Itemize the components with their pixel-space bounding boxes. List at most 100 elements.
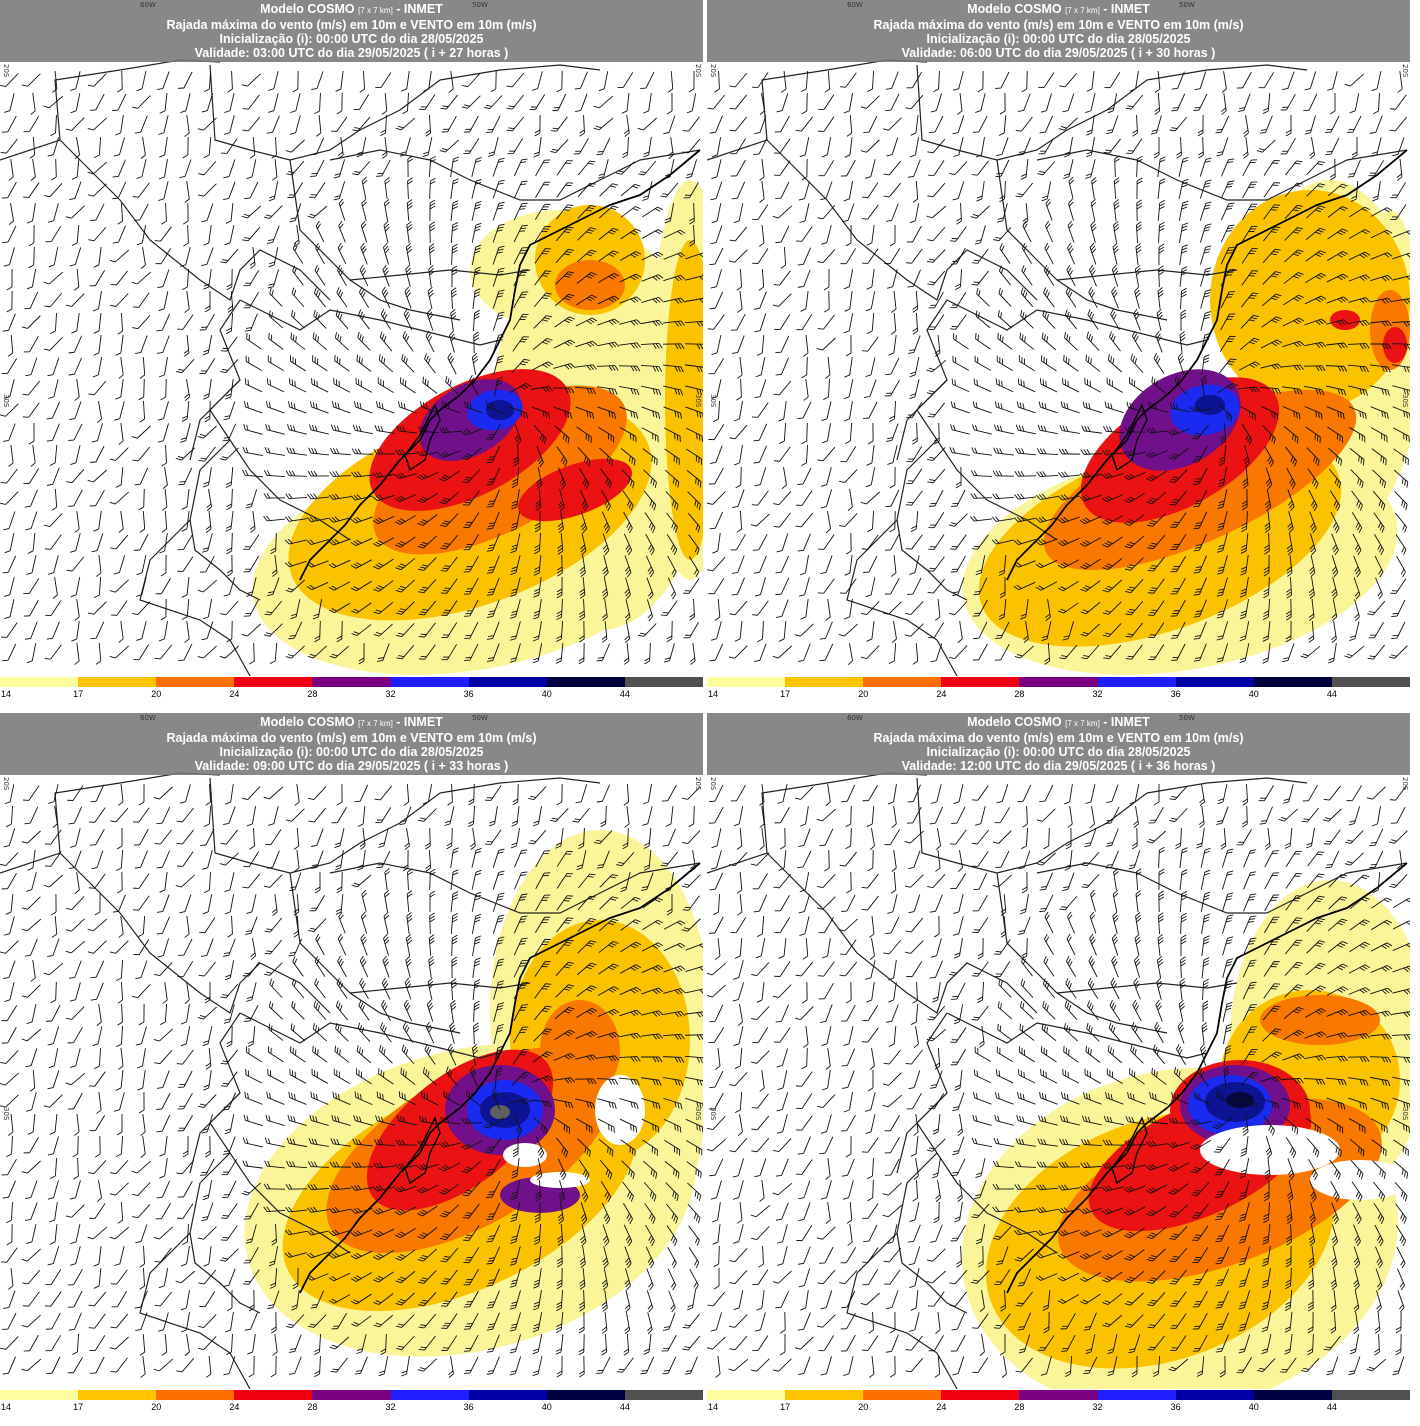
wind-barb xyxy=(450,309,457,331)
wind-barb xyxy=(448,1356,454,1378)
wind-barb xyxy=(307,205,328,219)
wind-barb xyxy=(441,600,458,616)
wind-barb xyxy=(860,139,880,153)
wind-barb xyxy=(1079,1184,1102,1192)
wind-barb xyxy=(732,960,744,980)
wind-barb xyxy=(197,579,218,593)
lagoon-outline xyxy=(404,1116,441,1185)
field-subtitle: Rajada máxima do vento (m/s) em 10m e VE… xyxy=(873,18,1244,32)
wind-barb xyxy=(463,138,480,155)
wind-barb xyxy=(816,1314,836,1328)
wind-barb xyxy=(735,466,742,489)
wind-barb xyxy=(494,1066,502,1089)
wind-barb xyxy=(422,1067,437,1086)
wind-barb xyxy=(1323,785,1341,801)
wind-barb xyxy=(1035,538,1058,546)
wind-barb xyxy=(995,1092,1014,1105)
wind-barb xyxy=(992,1183,1015,1190)
wind-barb xyxy=(24,291,39,310)
wind-barb xyxy=(913,1026,919,1049)
wind-barb xyxy=(1285,1267,1292,1290)
wind-barb xyxy=(1104,72,1121,89)
wind-barb xyxy=(1326,385,1347,396)
wind-barb xyxy=(1258,72,1275,89)
wind-barb xyxy=(153,1358,174,1372)
wind-barb xyxy=(622,1181,634,1202)
wind-barb xyxy=(202,1180,213,1201)
wind-barb xyxy=(1068,198,1074,221)
wind-barb xyxy=(1079,1272,1101,1282)
wind-barb xyxy=(116,827,123,850)
wind-barb xyxy=(52,806,58,828)
wind-barb xyxy=(118,784,124,806)
wind-barb xyxy=(307,470,330,477)
scale-tick-label: 20 xyxy=(858,689,869,699)
wind-barb xyxy=(840,1114,856,1132)
wind-barb xyxy=(662,1056,685,1063)
wind-barb xyxy=(224,960,235,981)
wind-barb xyxy=(175,1270,196,1284)
wind-barb xyxy=(93,335,102,356)
wind-barb xyxy=(532,1051,553,1063)
wind-barb xyxy=(1388,645,1408,659)
wind-barb xyxy=(1222,1023,1233,1044)
wind-barb xyxy=(975,93,986,113)
wind-barb xyxy=(1329,158,1336,181)
wind-barb xyxy=(956,202,962,225)
wind-barb xyxy=(798,577,810,597)
border-line xyxy=(896,1152,968,1314)
wind-barb xyxy=(308,807,327,823)
wind-barb xyxy=(439,427,462,434)
wind-barb xyxy=(450,156,459,177)
wind-barb xyxy=(598,71,609,92)
wind-barb xyxy=(73,268,80,291)
wind-barb xyxy=(1216,137,1229,157)
scale-segment xyxy=(707,677,786,687)
wind-barb xyxy=(1308,1267,1315,1290)
wind-barb xyxy=(1304,385,1325,396)
wind-barb xyxy=(1178,156,1189,177)
wind-barb xyxy=(912,290,919,313)
wind-barb xyxy=(1152,1355,1161,1378)
wind-barb xyxy=(1260,363,1283,370)
wind-barb xyxy=(1045,198,1053,221)
panel-header: Modelo COSMO [7 x 7 km] - INMET Rajada m… xyxy=(0,0,703,62)
wind-barb xyxy=(997,332,1013,350)
wind-barb xyxy=(2,1312,17,1330)
wind-barb xyxy=(772,1182,793,1196)
wind-barb xyxy=(801,1047,808,1070)
wind-barb xyxy=(407,155,414,178)
wind-barb xyxy=(843,93,854,114)
wind-barb xyxy=(1064,850,1073,871)
wind-barb xyxy=(840,1312,856,1330)
wind-barb xyxy=(1283,426,1299,444)
wind-barb xyxy=(904,940,924,954)
wind-barb xyxy=(176,807,195,823)
wind-barb xyxy=(241,1182,261,1196)
wind-barb xyxy=(575,317,598,327)
wind-barb xyxy=(333,1068,350,1084)
wind-barb xyxy=(198,961,216,977)
wind-barb xyxy=(314,92,321,115)
wind-barb xyxy=(1065,955,1077,977)
wind-barb xyxy=(952,577,965,597)
wind-barb xyxy=(970,515,992,522)
wind-barb xyxy=(734,1091,743,1114)
wind-barb xyxy=(773,270,791,286)
wind-barb xyxy=(1081,644,1100,660)
wind-barb xyxy=(203,136,212,158)
wind-barb xyxy=(1086,331,1100,351)
wind-barb xyxy=(425,849,432,872)
wind-barb xyxy=(1238,1099,1259,1108)
wind-barb xyxy=(204,981,211,1004)
wind-barb xyxy=(796,1225,813,1242)
wind-barb xyxy=(1391,320,1410,327)
wind-barb xyxy=(246,894,257,915)
wind-barb xyxy=(905,490,923,506)
wind-barb xyxy=(177,851,194,867)
wind-barb xyxy=(1111,264,1119,287)
wind-barb xyxy=(506,116,525,132)
wind-barb xyxy=(1326,1077,1347,1086)
wind-barb xyxy=(1035,1206,1058,1213)
wind-barb xyxy=(1348,1356,1361,1376)
